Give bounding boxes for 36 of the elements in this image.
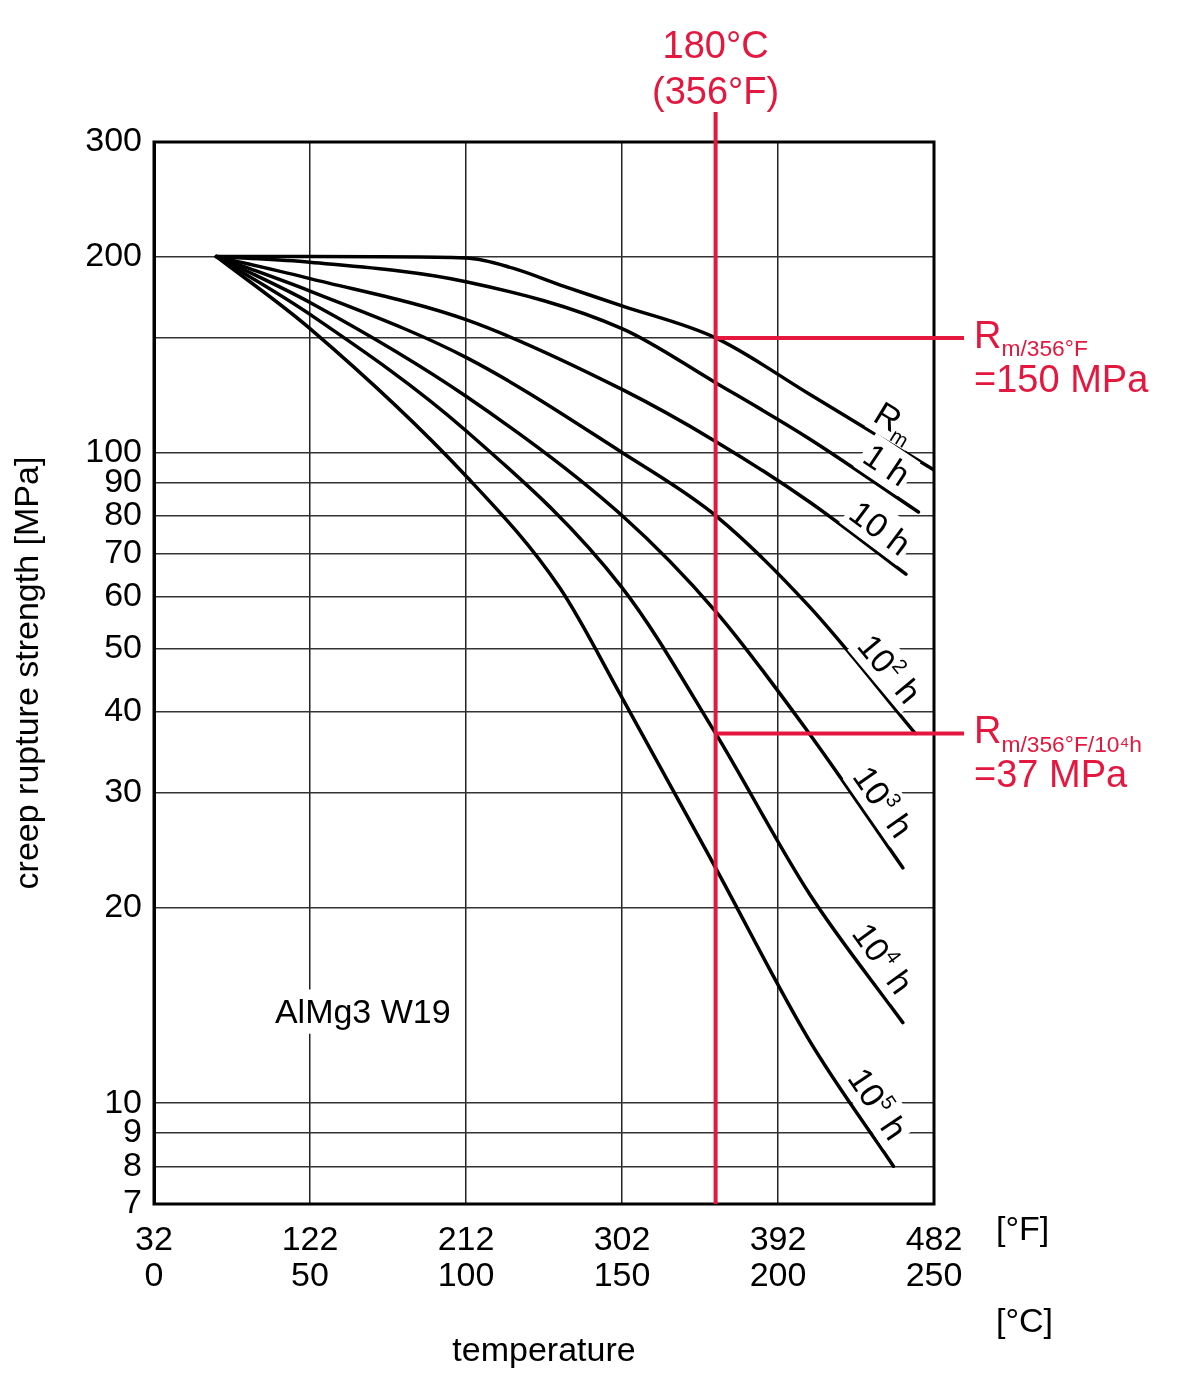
annotation: AlMg3 W19 [274, 992, 451, 1031]
x-tick-label: 50 [291, 1254, 329, 1293]
y-tick-label: 20 [104, 885, 142, 924]
x-tick-label: 0 [144, 1254, 164, 1293]
x2-tick-label: 122 [281, 1218, 339, 1257]
x-tick-label: 100 [437, 1254, 495, 1293]
x2-tick-label: 392 [749, 1218, 807, 1257]
y-tick-label: 70 [104, 531, 142, 570]
text: 103 h [845, 758, 922, 845]
y-tick-label: 80 [104, 493, 142, 532]
text: 104 h [845, 915, 922, 1001]
x-tick-label: 250 [905, 1254, 963, 1293]
y-tick-label: 7 [123, 1182, 142, 1221]
x2-tick-label: 482 [905, 1218, 963, 1257]
text: 102 h [850, 626, 930, 711]
ref-line-label: 180°C (356°F) [652, 24, 780, 112]
y-tick-label: 10 [104, 1081, 142, 1120]
x2-tick-label: 302 [593, 1218, 651, 1257]
y-tick-label: 40 [104, 689, 142, 728]
x-axis-title: temperature [452, 1329, 636, 1368]
x2-tick-label: 32 [135, 1218, 173, 1257]
y-tick-label: 200 [85, 234, 142, 273]
y-tick-label: 8 [123, 1144, 142, 1183]
y-tick-label: 100 [85, 430, 142, 469]
x2-axis-title: [°F] [996, 1209, 1050, 1247]
y-tick-label: 300 [85, 120, 142, 159]
text: [°C] [996, 1301, 1054, 1339]
x-tick-label: 200 [749, 1254, 807, 1293]
x-tick-label: 150 [593, 1254, 651, 1293]
text: 10 h [842, 492, 919, 563]
y-tick-label: 30 [104, 771, 142, 810]
text: 105 h [840, 1060, 916, 1147]
x2-tick-label: 212 [437, 1218, 495, 1257]
y-axis-title: creep rupture strength [MPa] [6, 456, 45, 890]
y-tick-label: 60 [104, 575, 142, 614]
y-tick-label: 50 [104, 626, 142, 665]
